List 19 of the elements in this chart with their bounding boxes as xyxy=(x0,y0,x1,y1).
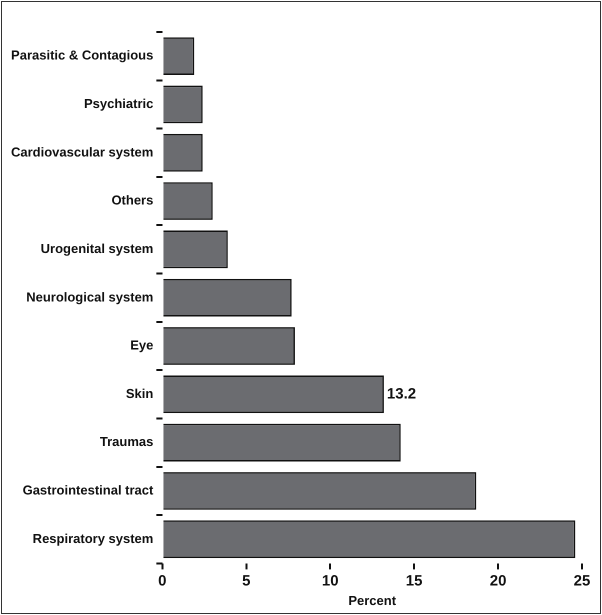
x-tick-label: 0 xyxy=(158,572,167,590)
y-tick-label: Traumas xyxy=(100,434,154,450)
y-tick-label: Respiratory system xyxy=(32,530,154,546)
y-tick-label: Cardiovascular system xyxy=(10,144,154,160)
x-tick-label: 20 xyxy=(490,572,506,590)
y-tick-label: Neurological system xyxy=(26,289,154,304)
data-label: 13.2 xyxy=(386,385,416,402)
y-tick-label: Skin xyxy=(126,386,154,401)
y-tick-label: Eye xyxy=(130,338,154,353)
y-tick-label: Psychiatric xyxy=(84,96,154,112)
y-tick-label: Parasitic & Contagious xyxy=(11,48,154,63)
y-tick-label: Urogenital system xyxy=(40,240,154,256)
x-axis-title: Percent xyxy=(348,592,397,608)
x-tick-label: 10 xyxy=(322,572,339,590)
x-tick-label: 15 xyxy=(406,572,422,590)
x-tick-label: 25 xyxy=(574,572,590,590)
y-tick-label: Gastrointestinal tract xyxy=(22,482,154,498)
x-tick-label: 5 xyxy=(242,572,250,590)
y-tick-label: Others xyxy=(111,192,154,208)
